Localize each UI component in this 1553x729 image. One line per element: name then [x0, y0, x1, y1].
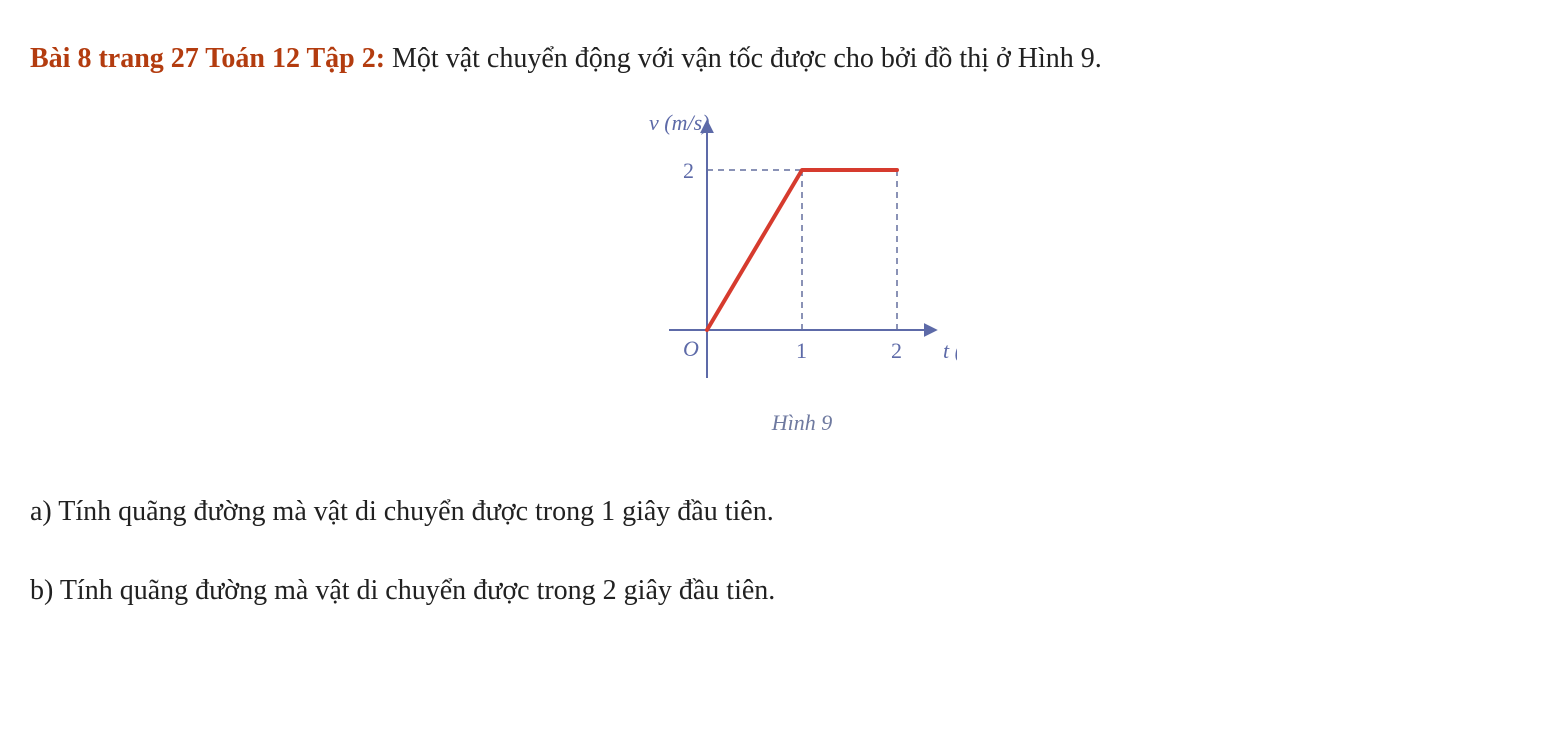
svg-text:1: 1: [796, 338, 807, 363]
velocity-chart: v (m/s) t (s) O 2 1 2 Hình 9: [597, 110, 957, 440]
svg-text:O: O: [683, 336, 699, 361]
svg-text:v (m/s): v (m/s): [649, 110, 709, 135]
page: Bài 8 trang 27 Toán 12 Tập 2: Một vật ch…: [0, 0, 1553, 729]
question-a: a) Tính quãng đường mà vật di chuyển đượ…: [30, 490, 1523, 535]
problem-statement: Bài 8 trang 27 Toán 12 Tập 2: Một vật ch…: [30, 38, 1523, 80]
svg-text:2: 2: [683, 158, 694, 183]
svg-text:2: 2: [891, 338, 902, 363]
figure-container: v (m/s) t (s) O 2 1 2 Hình 9: [30, 110, 1523, 440]
problem-title: Bài 8 trang 27 Toán 12 Tập 2:: [30, 43, 385, 74]
svg-text:Hình 9: Hình 9: [770, 410, 832, 435]
problem-body: Một vật chuyển động với vận tốc được cho…: [385, 43, 1102, 74]
question-b: b) Tính quãng đường mà vật di chuyển đượ…: [30, 569, 1523, 614]
svg-text:t (s): t (s): [943, 338, 957, 363]
